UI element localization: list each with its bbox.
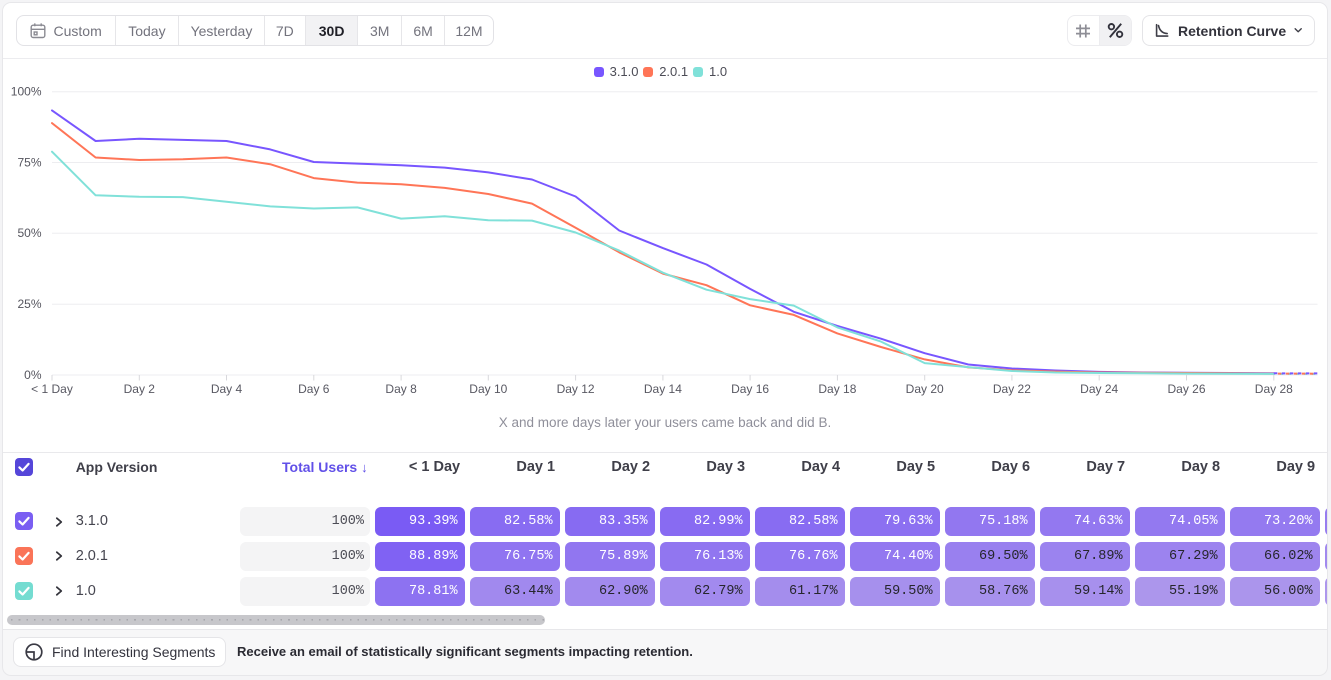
- svg-text:< 1 Day: < 1 Day: [31, 382, 73, 396]
- svg-text:50%: 50%: [17, 226, 41, 240]
- svg-text:Day 10: Day 10: [469, 382, 507, 396]
- svg-text:Day 28: Day 28: [1255, 382, 1293, 396]
- svg-text:Day 4: Day 4: [211, 382, 243, 396]
- svg-text:Day 18: Day 18: [818, 382, 856, 396]
- svg-text:100%: 100%: [11, 85, 42, 99]
- svg-text:25%: 25%: [17, 297, 41, 311]
- svg-text:Day 8: Day 8: [385, 382, 417, 396]
- svg-text:Day 26: Day 26: [1167, 382, 1205, 396]
- svg-text:75%: 75%: [17, 155, 41, 169]
- svg-text:Day 6: Day 6: [298, 382, 330, 396]
- svg-text:Day 14: Day 14: [644, 382, 682, 396]
- svg-text:0%: 0%: [24, 368, 42, 382]
- svg-text:Day 2: Day 2: [124, 382, 156, 396]
- svg-text:Day 16: Day 16: [731, 382, 769, 396]
- svg-text:Day 22: Day 22: [993, 382, 1031, 396]
- svg-text:Day 24: Day 24: [1080, 382, 1118, 396]
- svg-text:Day 12: Day 12: [557, 382, 595, 396]
- svg-text:Day 20: Day 20: [906, 382, 944, 396]
